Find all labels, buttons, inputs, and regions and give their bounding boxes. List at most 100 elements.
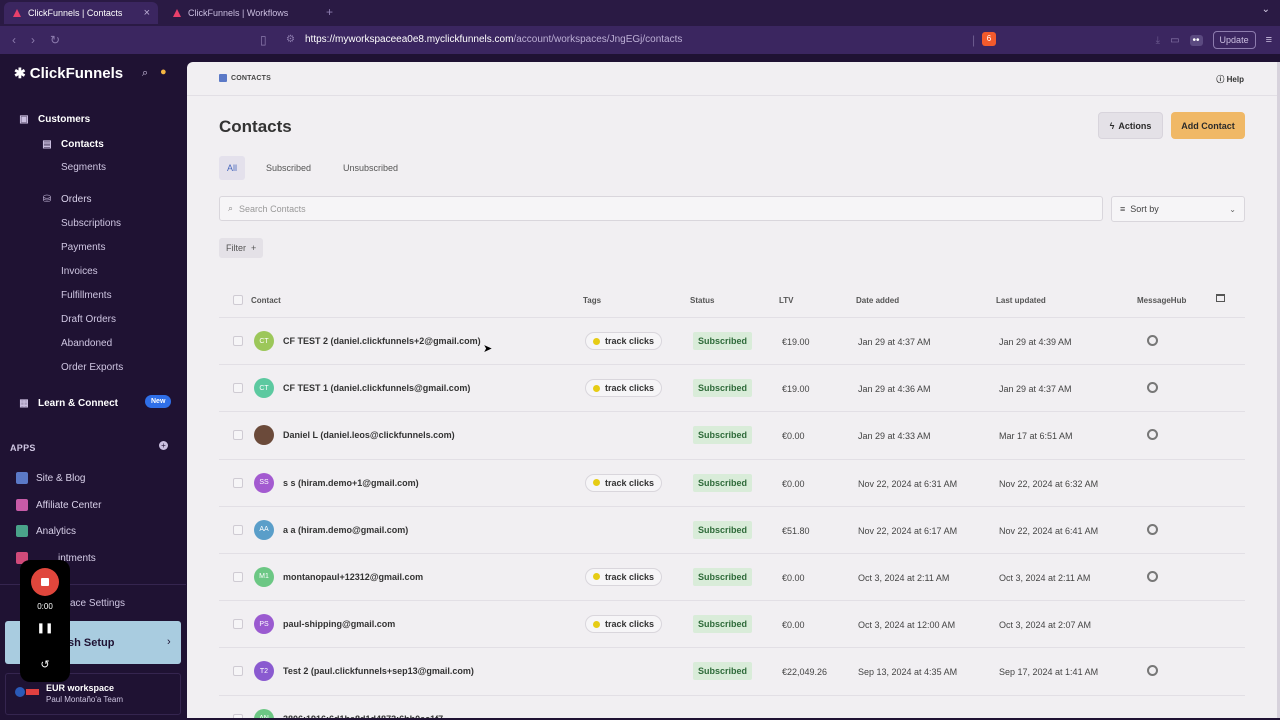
sidebar-item-segments[interactable]: Segments xyxy=(61,162,107,173)
url-field[interactable]: https://myworkspaceea0e8.myclickfunnels.… xyxy=(305,34,682,45)
stop-recording-button[interactable] xyxy=(31,568,59,596)
customers-icon: ▣ xyxy=(19,114,29,125)
messagehub-icon[interactable] xyxy=(1147,429,1158,441)
tab-label: ClickFunnels | Contacts xyxy=(28,8,123,18)
row-checkbox[interactable] xyxy=(233,383,243,394)
contact-name[interactable]: 3806:1916:6d1be8d1d4873:6bb0ec1f7 xyxy=(283,714,443,719)
back-icon[interactable]: ‹ xyxy=(12,33,16,47)
column-tags[interactable]: Tags xyxy=(583,296,602,305)
column-status[interactable]: Status xyxy=(690,296,715,305)
forward-icon[interactable]: › xyxy=(31,33,35,47)
tab-all[interactable]: All xyxy=(219,156,246,180)
sidebar-item-contacts[interactable]: ▤ Contacts xyxy=(41,139,104,150)
sidebar-item-learn-connect[interactable]: ▦ Learn & Connect xyxy=(18,398,118,409)
messagehub-icon[interactable] xyxy=(1147,335,1158,346)
help-link[interactable]: ⓘ Help xyxy=(1216,74,1244,85)
row-checkbox[interactable] xyxy=(233,524,243,535)
column-date-added[interactable]: Date added xyxy=(856,296,900,305)
workspace-switcher[interactable] xyxy=(5,673,181,715)
table-row[interactable]: T2 Test 2 (paul.clickfunnels+sep13@gmail… xyxy=(219,648,1245,696)
site-info-icon[interactable]: ⚙ xyxy=(286,34,295,45)
row-checkbox[interactable] xyxy=(233,571,243,582)
sidebar-toggle-icon[interactable]: ▭ xyxy=(1170,34,1180,46)
sidebar-item-invoices[interactable]: Invoices xyxy=(61,266,98,277)
contact-name[interactable]: CF TEST 2 (daniel.clickfunnels+2@gmail.c… xyxy=(283,336,481,346)
table-row[interactable]: CT CF TEST 2 (daniel.clickfunnels+2@gmai… xyxy=(219,318,1245,366)
contact-name[interactable]: s s (hiram.demo+1@gmail.com) xyxy=(283,477,419,488)
sort-dropdown[interactable]: ≡ Sort by ⌄ xyxy=(1111,196,1245,222)
contact-name[interactable]: paul-shipping@gmail.com xyxy=(283,619,396,630)
contact-name[interactable]: Test 2 (paul.clickfunnels+sep13@gmail.co… xyxy=(283,666,474,677)
notifications-bell-icon[interactable]: ● xyxy=(160,66,167,78)
messagehub-icon[interactable] xyxy=(1147,665,1158,677)
table-row[interactable]: AN 3806:1916:6d1be8d1d4873:6bb0ec1f7 xyxy=(219,696,1245,719)
table-row[interactable]: CT CF TEST 1 (daniel.clickfunnels@gmail.… xyxy=(219,365,1245,413)
filter-label: Filter xyxy=(226,243,246,253)
pause-icon[interactable]: ❚❚ xyxy=(36,623,54,634)
browser-tab-workflows[interactable]: ClickFunnels | Workflows xyxy=(164,2,318,24)
column-ltv[interactable]: LTV xyxy=(779,296,794,305)
columns-settings-icon[interactable] xyxy=(1216,294,1225,302)
sidebar-item-analytics[interactable]: Analytics xyxy=(16,525,76,537)
restart-icon[interactable]: ↺ xyxy=(40,659,50,671)
contact-name[interactable]: montanopaul+12312@gmail.com xyxy=(283,571,424,582)
menu-icon[interactable]: ≡ xyxy=(1265,34,1272,46)
column-contact[interactable]: Contact xyxy=(251,296,281,305)
search-input[interactable] xyxy=(239,203,1040,214)
messagehub-icon[interactable] xyxy=(1147,570,1158,582)
contact-name[interactable]: a a (hiram.demo@gmail.com) xyxy=(283,524,409,535)
scrollbar[interactable] xyxy=(1277,62,1280,718)
sidebar-item-payments[interactable]: Payments xyxy=(61,242,106,253)
contact-name[interactable]: CF TEST 1 (daniel.clickfunnels@gmail.com… xyxy=(283,383,471,394)
row-checkbox[interactable] xyxy=(233,336,243,346)
sidebar-item-subscriptions[interactable]: Subscriptions xyxy=(61,218,122,229)
row-checkbox[interactable] xyxy=(233,477,243,488)
clickfunnels-logo[interactable]: ✱ ClickFunnels xyxy=(14,65,123,82)
row-checkbox[interactable] xyxy=(233,619,243,630)
sidebar-item-affiliate-center[interactable]: Affiliate Center xyxy=(16,499,101,511)
column-messagehub[interactable]: MessageHub xyxy=(1137,296,1187,305)
download-icon[interactable]: ⤓ xyxy=(1155,34,1161,46)
sidebar-item-orders[interactable]: ⛁ Orders xyxy=(41,194,92,205)
sidebar-item-order-exports[interactable]: Order Exports xyxy=(61,362,124,373)
browser-tab-contacts[interactable]: ClickFunnels | Contacts × xyxy=(4,2,158,24)
row-checkbox[interactable] xyxy=(233,430,243,441)
contact-name[interactable]: Daniel L (daniel.leos@clickfunnels.com) xyxy=(283,430,455,441)
row-checkbox[interactable] xyxy=(233,713,243,718)
sidebar-item-workspace-settings[interactable]: ace Settings xyxy=(70,598,126,609)
reload-icon[interactable]: ↻ xyxy=(50,33,61,47)
messagehub-icon[interactable] xyxy=(1147,382,1158,394)
table-row[interactable]: AA a a (hiram.demo@gmail.com) Subscribed… xyxy=(219,507,1245,554)
table-row[interactable]: PS paul-shipping@gmail.com track clicks … xyxy=(219,601,1245,649)
tab-subscribed[interactable]: Subscribed xyxy=(266,163,312,173)
row-checkbox[interactable] xyxy=(233,666,243,677)
close-tab-icon[interactable]: × xyxy=(143,7,150,19)
ltv-value: €0.00 xyxy=(782,572,805,583)
sidebar-item-customers[interactable]: ▣ Customers xyxy=(18,114,90,125)
clickfunnels-logo-icon: ✱ xyxy=(14,65,26,81)
sidebar-item-site-blog[interactable]: Site & Blog xyxy=(16,472,85,484)
tab-list-chevron-icon[interactable]: ⌄ xyxy=(1261,4,1270,15)
breadcrumb: CONTACTS xyxy=(219,74,271,82)
actions-button[interactable]: ϟ Actions xyxy=(1098,112,1163,139)
table-row[interactable]: M1 montanopaul+12312@gmail.com track cli… xyxy=(219,554,1245,602)
tab-unsubscribed[interactable]: Unsubscribed xyxy=(343,163,399,173)
add-app-icon[interactable]: + xyxy=(159,441,168,450)
table-row[interactable]: SS s s (hiram.demo+1@gmail.com) track cl… xyxy=(219,460,1245,507)
messagehub-icon[interactable] xyxy=(1147,523,1158,535)
brave-shield-icon[interactable]: 6 xyxy=(982,32,996,46)
bookmark-icon[interactable]: ▯ xyxy=(260,33,267,47)
filter-button[interactable]: Filter + xyxy=(219,238,264,258)
new-tab-icon[interactable]: + xyxy=(326,5,334,19)
update-button[interactable]: Update xyxy=(1212,31,1256,49)
search-icon[interactable]: ⌕ xyxy=(142,67,149,79)
vpn-icon[interactable]: •• xyxy=(1189,34,1203,46)
select-all-checkbox[interactable] xyxy=(233,295,243,305)
table-row[interactable]: Daniel L (daniel.leos@clickfunnels.com) … xyxy=(219,412,1245,460)
sidebar-item-fulfillments[interactable]: Fulfillments xyxy=(61,290,112,301)
tag-chip: track clicks xyxy=(585,379,663,398)
add-contact-button[interactable]: Add Contact xyxy=(1171,112,1245,139)
sidebar-item-abandoned[interactable]: Abandoned xyxy=(61,338,113,349)
sidebar-item-draft-orders[interactable]: Draft Orders xyxy=(61,314,117,325)
column-last-updated[interactable]: Last updated xyxy=(996,296,1046,305)
